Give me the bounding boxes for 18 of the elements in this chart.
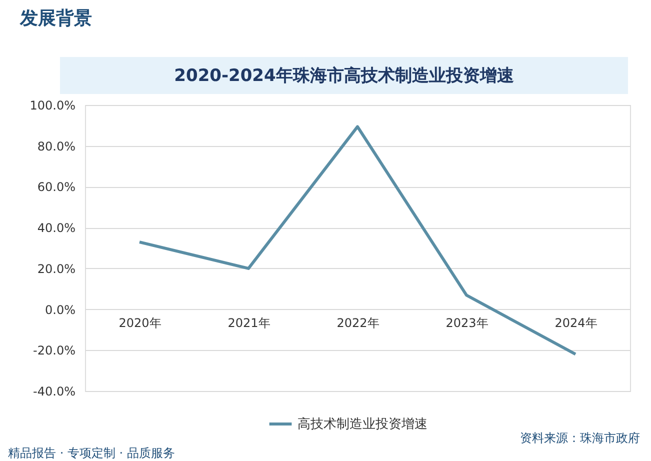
y-tick-label: 20.0% <box>37 262 76 276</box>
y-tick-label: 0.0% <box>45 302 76 317</box>
y-tick-label: -40.0% <box>33 384 76 398</box>
x-tick-label: 2021年 <box>228 316 270 330</box>
text: 发展背景 <box>19 8 92 29</box>
text: 资料来源：珠海市政府 <box>520 431 640 445</box>
y-tick-label: 40.0% <box>37 221 76 236</box>
legend-label: 高技术制造业投资增速 <box>298 416 428 432</box>
x-tick-label: 2023年 <box>446 316 488 330</box>
chart-title: 2020-2024年珠海市高技术制造业投资增速 <box>174 66 514 86</box>
y-tick-label: -20.0% <box>33 344 76 358</box>
x-tick-label: 2024年 <box>554 316 598 330</box>
y-tick-label: 100.0% <box>30 98 76 112</box>
x-tick-label: 2020年 <box>118 316 162 330</box>
text: 精品报告 · 专项定制 · 品质服务 <box>8 446 175 460</box>
y-tick-label: 60.0% <box>37 180 76 194</box>
x-tick-label: 2022年 <box>336 316 380 330</box>
y-tick-label: 80.0% <box>37 139 76 154</box>
